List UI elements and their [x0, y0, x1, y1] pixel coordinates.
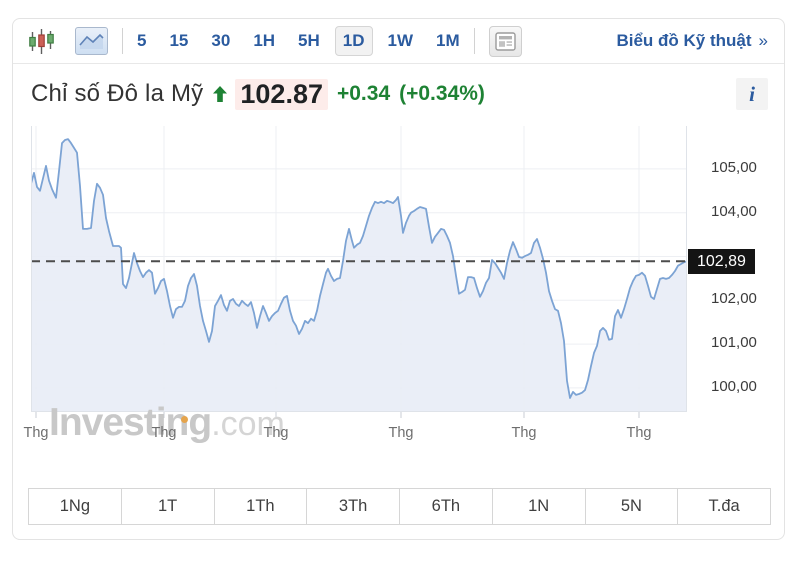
range-1n[interactable]: 1N [491, 488, 586, 525]
investing-watermark: Investing .com [49, 401, 285, 445]
watermark-orange-dot-icon [181, 416, 188, 423]
toolbar-divider [473, 28, 475, 54]
range-6th[interactable]: 6Th [399, 488, 493, 525]
instrument-header: Chỉ số Đô la Mỹ 102.87 +0.34 (+0.34%) i [31, 76, 768, 112]
y-axis-label: 105,00 [711, 159, 757, 176]
price-area-chart[interactable] [31, 126, 687, 420]
candlestick-chart-button[interactable] [27, 26, 55, 56]
line-chart-button[interactable] [75, 27, 108, 55]
technical-chart-link[interactable]: Biểu đồ Kỹ thuật » [616, 31, 768, 51]
newspaper-icon [494, 31, 516, 51]
timeframe-group: 5 15 30 1H 5H 1D 1W 1M [137, 26, 460, 56]
timeframe-30[interactable]: 30 [211, 31, 231, 50]
info-button[interactable]: i [736, 78, 768, 110]
range-1th[interactable]: 1Th [213, 488, 308, 525]
price-change: +0.34 [336, 82, 391, 105]
technical-chart-label: Biểu đồ Kỹ thuật [616, 31, 752, 50]
timeframe-5h[interactable]: 5H [298, 31, 320, 50]
chart-region: Investing .com 105,00 104,00 102,00 101,00 1… [13, 119, 784, 484]
news-view-button[interactable] [488, 25, 522, 57]
chart-widget: 5 15 30 1H 5H 1D 1W 1M Biểu [12, 18, 785, 540]
y-axis-label: 101,00 [711, 334, 757, 351]
x-axis-label: Thg [151, 425, 177, 441]
timeframe-15[interactable]: 15 [169, 31, 189, 50]
watermark-text: Investing [49, 401, 212, 444]
price-change-percent: (+0.34%) [399, 82, 485, 105]
timeframe-1m[interactable]: 1M [436, 31, 460, 50]
range-3th[interactable]: 3Th [306, 488, 400, 525]
range-5n[interactable]: 5N [584, 488, 679, 525]
timeframe-1h[interactable]: 1H [253, 31, 276, 50]
range-selector: 1Ng 1T 1Th 3Th 6Th 1N 5N T.đa [28, 488, 771, 525]
toolbar-divider [122, 28, 123, 54]
y-axis-label: 100,00 [711, 378, 757, 395]
range-1t[interactable]: 1T [120, 488, 215, 525]
timeframe-5[interactable]: 5 [137, 31, 147, 50]
y-axis-label: 102,00 [711, 290, 757, 307]
range-1ng[interactable]: 1Ng [28, 488, 122, 525]
up-arrow-icon [213, 86, 228, 102]
timeframe-1d[interactable]: 1D [334, 26, 373, 56]
y-axis-label: 104,00 [711, 203, 757, 220]
x-axis-label: Thg [626, 425, 652, 441]
watermark-suffix: .com [211, 405, 285, 443]
line-chart-icon [79, 33, 104, 49]
timeframe-1w[interactable]: 1W [387, 31, 414, 50]
chevron-right-icon: » [758, 31, 768, 50]
x-axis-label: Thg [388, 425, 414, 441]
range-tda[interactable]: T.đa [677, 488, 771, 525]
last-price: 102.87 [235, 78, 328, 110]
chart-toolbar: 5 15 30 1H 5H 1D 1W 1M Biểu [13, 19, 784, 64]
x-axis-label: Thg [511, 425, 537, 441]
instrument-title: Chỉ số Đô la Mỹ [31, 80, 204, 107]
x-axis-label: Thg [263, 425, 289, 441]
x-axis-label: Thg [23, 425, 49, 441]
candlestick-icon [28, 28, 54, 54]
current-price-badge: 102,89 [688, 249, 755, 274]
